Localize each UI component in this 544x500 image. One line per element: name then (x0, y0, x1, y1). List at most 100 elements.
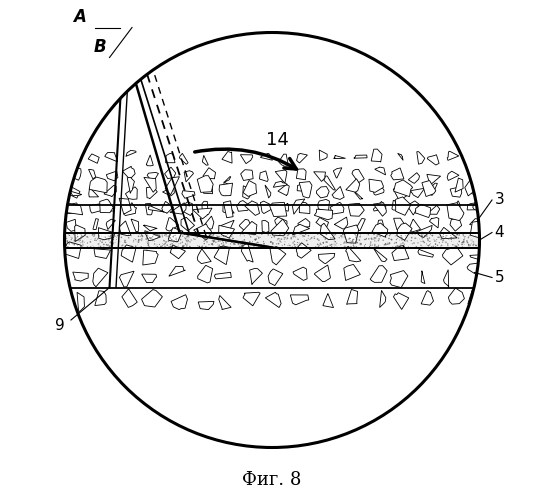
Point (453, 243, 461, 251)
Polygon shape (93, 218, 98, 230)
Point (319, 243, 327, 251)
Point (116, 228, 125, 236)
Point (321, 234, 330, 242)
Point (353, 236, 361, 244)
Point (227, 232, 236, 240)
Point (443, 232, 452, 240)
Point (92, 236, 101, 244)
Point (340, 233, 349, 241)
Polygon shape (344, 264, 360, 280)
Point (368, 233, 376, 241)
Point (212, 238, 220, 246)
Point (251, 236, 259, 244)
Point (98, 236, 107, 244)
Point (400, 229, 409, 237)
Point (367, 235, 376, 243)
Point (386, 230, 395, 238)
Point (475, 234, 484, 242)
Point (469, 242, 478, 250)
Point (83, 242, 92, 250)
Point (144, 241, 153, 249)
Point (439, 236, 448, 244)
Point (472, 242, 480, 250)
Point (380, 243, 388, 251)
Point (426, 240, 435, 248)
Point (188, 230, 196, 237)
Point (472, 242, 480, 250)
Point (385, 238, 394, 246)
Point (238, 242, 246, 250)
Point (322, 230, 331, 238)
Point (317, 230, 325, 238)
Polygon shape (416, 226, 432, 237)
Point (397, 232, 405, 240)
Point (205, 230, 213, 238)
Polygon shape (452, 201, 460, 211)
Point (356, 232, 364, 240)
Point (451, 241, 460, 249)
Point (434, 234, 443, 241)
Point (207, 240, 216, 248)
Polygon shape (525, 152, 536, 161)
Point (109, 236, 118, 244)
Point (356, 240, 365, 248)
Point (181, 234, 189, 241)
Polygon shape (122, 166, 135, 179)
Point (196, 232, 205, 239)
Point (217, 232, 226, 240)
Point (150, 238, 159, 246)
Point (390, 239, 399, 247)
Polygon shape (224, 176, 231, 182)
Polygon shape (149, 206, 164, 212)
Polygon shape (391, 168, 404, 180)
Point (131, 242, 140, 250)
Polygon shape (75, 225, 85, 242)
Point (304, 232, 313, 239)
Point (95, 232, 103, 240)
Point (393, 242, 401, 250)
Point (304, 240, 312, 248)
Polygon shape (131, 219, 139, 232)
Polygon shape (198, 302, 214, 310)
Point (158, 233, 166, 241)
Point (467, 240, 475, 248)
Point (83, 238, 92, 246)
Point (150, 236, 158, 244)
Point (279, 232, 288, 239)
Polygon shape (66, 220, 76, 232)
Point (184, 234, 193, 242)
Point (107, 240, 115, 248)
Point (201, 230, 210, 237)
Point (387, 236, 395, 244)
Point (112, 236, 121, 244)
Point (250, 231, 258, 239)
Point (133, 238, 141, 246)
Point (116, 230, 125, 238)
Polygon shape (45, 288, 58, 305)
Point (102, 240, 111, 248)
Point (281, 230, 290, 237)
Point (351, 230, 360, 238)
Polygon shape (319, 150, 327, 160)
Polygon shape (486, 204, 499, 216)
Polygon shape (141, 290, 162, 307)
Point (283, 234, 292, 242)
Point (213, 232, 221, 240)
Point (76, 228, 84, 236)
Point (349, 242, 358, 250)
Point (238, 242, 246, 250)
Point (330, 241, 338, 249)
Polygon shape (275, 233, 287, 244)
Point (240, 241, 249, 249)
Point (349, 239, 358, 247)
Polygon shape (298, 236, 303, 245)
Point (374, 230, 382, 238)
Polygon shape (126, 150, 136, 156)
Point (181, 229, 190, 237)
Polygon shape (214, 272, 231, 279)
Point (432, 238, 441, 246)
Point (441, 238, 449, 246)
Polygon shape (66, 203, 80, 213)
Point (101, 238, 110, 246)
Polygon shape (323, 294, 333, 308)
